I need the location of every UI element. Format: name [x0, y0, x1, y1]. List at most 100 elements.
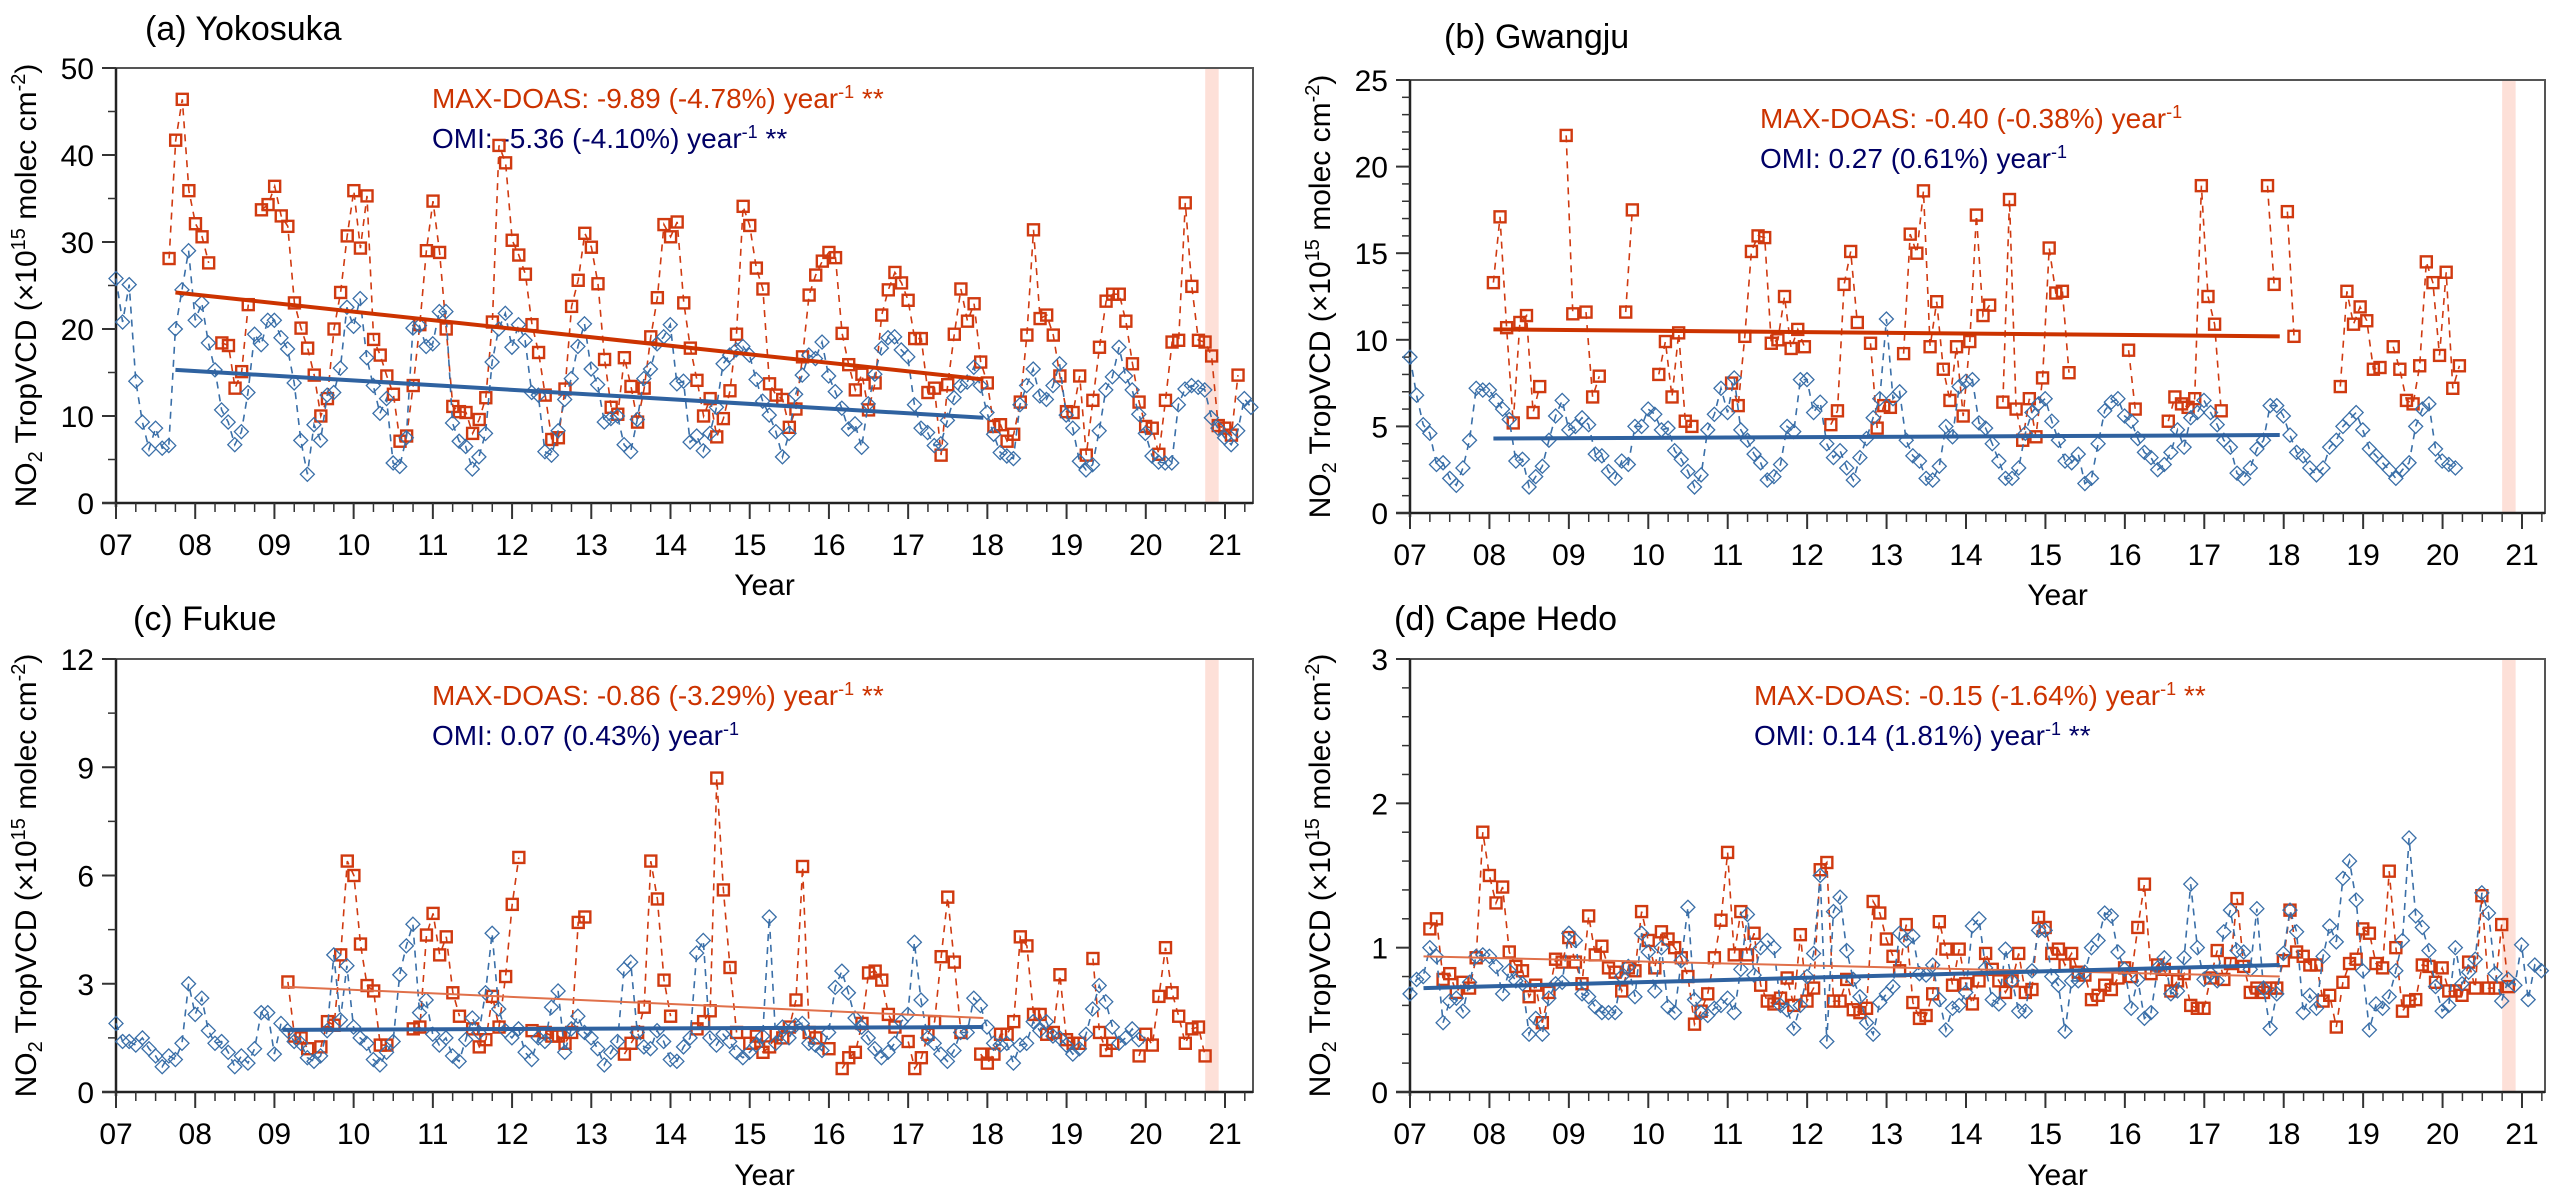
maxdoas-point [366, 332, 381, 347]
omi-point [708, 399, 725, 416]
omi-point [767, 423, 784, 440]
maxdoas-point [1482, 868, 1497, 883]
y-tick-label: 0 [1371, 1077, 1388, 1110]
maxdoas-point [281, 219, 295, 234]
maxdoas-point [2124, 969, 2138, 984]
maxdoas-point [1952, 942, 1966, 956]
omi-point [180, 242, 197, 259]
maxdoas-point [723, 960, 737, 975]
omi-point [1620, 958, 1637, 975]
omi-point [1805, 945, 1822, 962]
omi-point [1746, 967, 1762, 984]
omi-point [431, 303, 448, 320]
omi-point [438, 303, 454, 320]
omi-point [1792, 997, 1809, 1014]
omi-point [1031, 1022, 1048, 1039]
omi-point [2156, 949, 2173, 966]
maxdoas-point [624, 1036, 638, 1050]
panel-title: (d) Cape Hedo [1394, 600, 1617, 638]
omi-point [840, 984, 857, 1001]
omi-point [1580, 416, 1597, 433]
maxdoas-point [1720, 845, 1735, 860]
omi-point [926, 437, 943, 454]
omi-point [1091, 422, 1108, 439]
omi-point [1772, 997, 1789, 1014]
maxdoas-point [571, 273, 585, 287]
x-tick-label: 16 [812, 1118, 845, 1151]
omi-point [2334, 870, 2351, 887]
omi-point [1971, 415, 1987, 431]
omi-point [457, 438, 474, 455]
maxdoas-point [2353, 300, 2367, 314]
x-tick-label: 18 [971, 1118, 1004, 1151]
omi-point [484, 354, 501, 370]
omi-point [1646, 406, 1663, 423]
omi-point [2473, 884, 2490, 901]
y-axis-title: NO2 TropVCD (×1015 molec cm-2) [8, 654, 47, 1098]
omi-point [174, 281, 190, 298]
maxdoas-point [1231, 368, 1245, 382]
omi-point [299, 466, 316, 483]
omi-point [979, 404, 995, 421]
omi-point [1984, 435, 2001, 452]
omi-point [2189, 939, 2206, 956]
maxdoas-point [875, 973, 889, 987]
maxdoas-point [2412, 359, 2427, 373]
maxdoas-point [1072, 369, 1087, 383]
omi-point [378, 1044, 395, 1061]
omi-point [2037, 922, 2054, 939]
maxdoas-point [2201, 289, 2215, 304]
omi-point [1481, 382, 1498, 398]
shaded-period [2502, 80, 2516, 513]
omi-point [1567, 932, 1584, 949]
omi-point [1514, 975, 1531, 992]
omi-point [635, 1038, 652, 1055]
omi-point [682, 434, 698, 451]
maxdoas-point [1106, 1036, 1120, 1050]
omi-point [510, 1020, 527, 1037]
omi-point [642, 1040, 659, 1057]
omi-point [1640, 944, 1657, 960]
maxdoas-point [2455, 988, 2469, 1002]
maxdoas-point [657, 973, 671, 987]
maxdoas-trend-annotation: MAX-DOAS: -0.15 (-1.64%) year-1 ** [1754, 679, 2206, 711]
maxdoas-point [716, 883, 731, 897]
omi-point [411, 1004, 428, 1021]
omi-point [1785, 1020, 1802, 1037]
omi-point [1686, 479, 1703, 495]
y-tick-label: 9 [77, 752, 94, 785]
x-tick-label: 15 [733, 1118, 766, 1151]
omi-point [418, 338, 435, 355]
x-tick-label: 14 [1949, 539, 1982, 572]
x-tick-label: 13 [575, 529, 608, 562]
omi-point [2407, 907, 2424, 924]
omi-point [325, 946, 342, 963]
omi-point [2070, 972, 2087, 989]
maxdoas-point [947, 955, 962, 969]
omi-point [2295, 1004, 2312, 1021]
omi-point [992, 1037, 1009, 1054]
omi-point [919, 424, 936, 441]
y-tick-label: 3 [1371, 644, 1388, 677]
omi-trend-line [282, 1025, 984, 1032]
omi-point [2182, 409, 2199, 426]
omi-point [1825, 903, 1842, 920]
omi-point [2507, 977, 2523, 994]
omi-point [477, 984, 494, 1001]
omi-point [1521, 479, 1538, 495]
omi-point [2308, 1000, 2325, 1017]
omi-point [154, 440, 171, 457]
maxdoas-point [168, 133, 183, 147]
x-axis-title: Year [2027, 579, 2088, 612]
maxdoas-point [1026, 223, 1041, 237]
maxdoas-point [795, 859, 810, 874]
maxdoas-point [960, 314, 975, 328]
omi-point [2328, 432, 2345, 449]
omi-point [464, 461, 481, 477]
omi-point [2057, 1023, 2073, 1040]
maxdoas-point [564, 299, 579, 314]
omi-point [2229, 465, 2245, 482]
maxdoas-point [2422, 959, 2436, 974]
omi-point [2123, 1000, 2140, 1017]
